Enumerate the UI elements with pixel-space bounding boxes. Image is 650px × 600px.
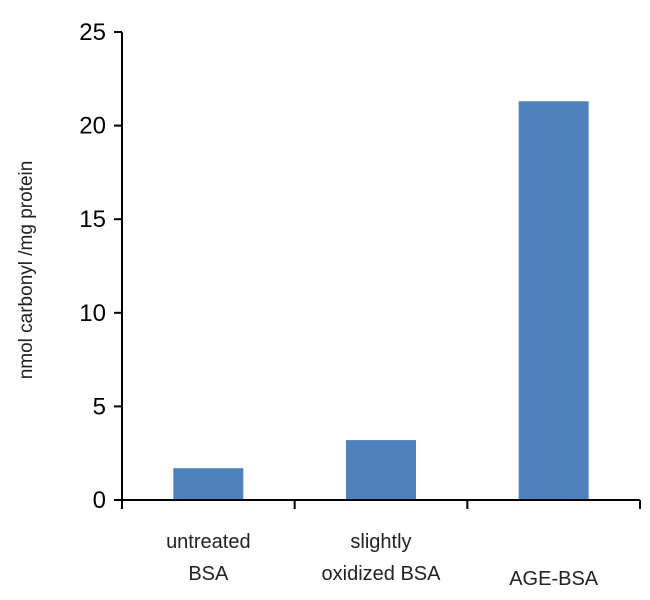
- bar-age-bsa: [518, 101, 589, 500]
- bars: [173, 101, 589, 500]
- x-axis-category-labels: untreated BSA slightly oxidized BSA AGE-BSA: [166, 531, 599, 590]
- y-tick-label: 15: [79, 206, 106, 233]
- bar-untreated-bsa: [173, 468, 244, 500]
- y-axis-ticks: 0 5 10 15 20 25: [79, 19, 122, 514]
- x-category-label: untreated: [166, 531, 251, 553]
- x-category-label: oxidized BSA: [322, 563, 442, 585]
- y-tick-label: 5: [93, 393, 106, 420]
- y-tick-label: 20: [79, 113, 106, 140]
- x-category-label: slightly: [350, 531, 411, 553]
- y-tick-label: 0: [93, 487, 106, 514]
- y-tick-label: 10: [79, 300, 106, 327]
- x-category-label: AGE-BSA: [509, 568, 599, 590]
- y-axis-title: nmol carbonyl /mg protein: [16, 161, 37, 380]
- y-tick-label: 25: [79, 19, 106, 46]
- x-category-label: BSA: [188, 563, 229, 585]
- bar-slightly-oxidized-bsa: [346, 440, 416, 500]
- x-axis: [121, 499, 641, 509]
